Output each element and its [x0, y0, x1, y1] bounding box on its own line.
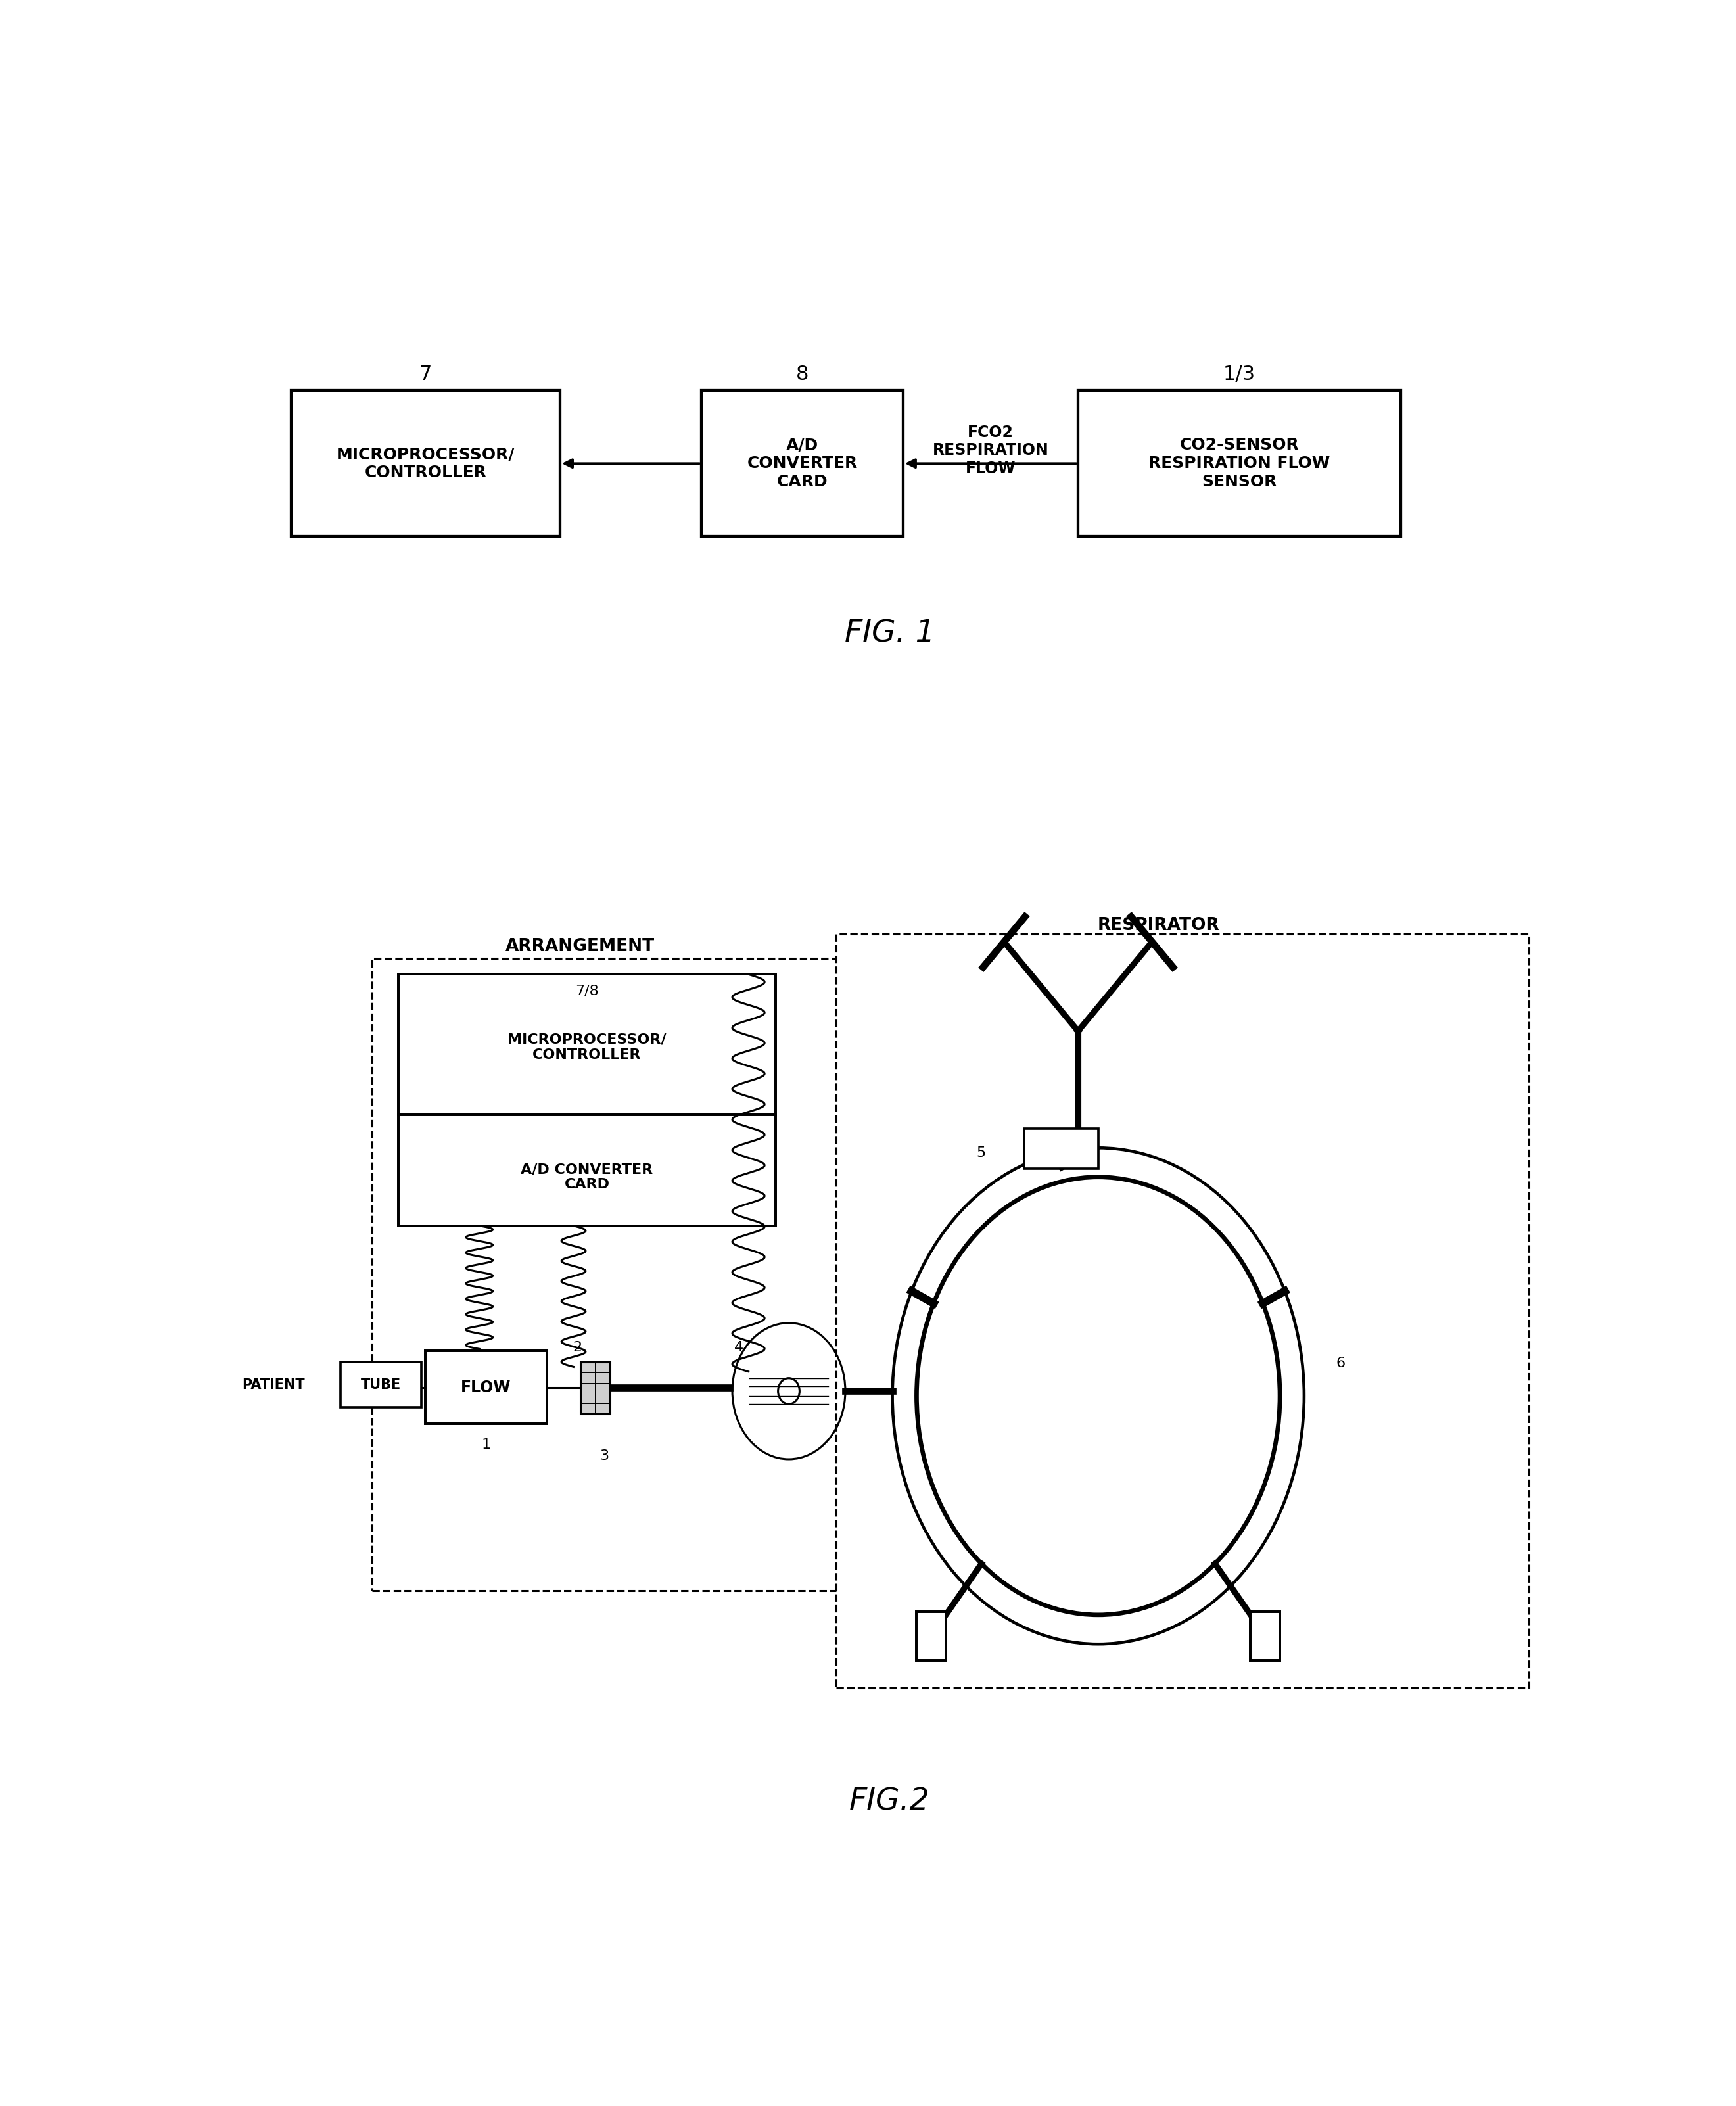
Text: FCO2
RESPIRATION
FLOW: FCO2 RESPIRATION FLOW — [932, 425, 1049, 476]
Text: 7/8: 7/8 — [575, 984, 599, 996]
FancyBboxPatch shape — [1250, 1611, 1279, 1660]
Text: 6: 6 — [1335, 1356, 1345, 1371]
Text: MICROPROCESSOR/
CONTROLLER: MICROPROCESSOR/ CONTROLLER — [337, 446, 516, 480]
Text: 3: 3 — [601, 1449, 609, 1462]
Text: FIG. 1: FIG. 1 — [844, 619, 936, 649]
Text: MICROPROCESSOR/
CONTROLLER: MICROPROCESSOR/ CONTROLLER — [507, 1034, 667, 1061]
FancyBboxPatch shape — [1024, 1129, 1099, 1169]
FancyBboxPatch shape — [837, 933, 1529, 1687]
Text: A/D CONVERTER
CARD: A/D CONVERTER CARD — [521, 1163, 653, 1192]
FancyBboxPatch shape — [399, 975, 776, 1226]
FancyBboxPatch shape — [917, 1611, 946, 1660]
Text: 4: 4 — [734, 1342, 743, 1354]
Text: FIG.2: FIG.2 — [849, 1786, 930, 1815]
FancyBboxPatch shape — [340, 1363, 422, 1407]
Text: A/D
CONVERTER
CARD: A/D CONVERTER CARD — [746, 438, 858, 491]
FancyBboxPatch shape — [425, 1350, 547, 1424]
FancyBboxPatch shape — [372, 958, 996, 1590]
Text: ARRANGEMENT: ARRANGEMENT — [505, 939, 654, 956]
Text: CO2-SENSOR
RESPIRATION FLOW
SENSOR: CO2-SENSOR RESPIRATION FLOW SENSOR — [1149, 438, 1330, 491]
Text: FLOW: FLOW — [462, 1379, 510, 1396]
FancyBboxPatch shape — [580, 1363, 609, 1413]
Text: 7: 7 — [418, 364, 432, 383]
Text: 1/3: 1/3 — [1224, 364, 1255, 383]
FancyBboxPatch shape — [701, 390, 903, 537]
FancyBboxPatch shape — [1078, 390, 1401, 537]
Text: RESPIRATOR: RESPIRATOR — [1097, 916, 1220, 935]
Text: 5: 5 — [977, 1146, 986, 1158]
Text: PATIENT: PATIENT — [241, 1377, 306, 1392]
Text: 1: 1 — [481, 1438, 491, 1451]
Text: 8: 8 — [795, 364, 809, 383]
Text: 2: 2 — [573, 1342, 582, 1354]
FancyBboxPatch shape — [292, 390, 561, 537]
Text: TUBE: TUBE — [361, 1377, 401, 1392]
